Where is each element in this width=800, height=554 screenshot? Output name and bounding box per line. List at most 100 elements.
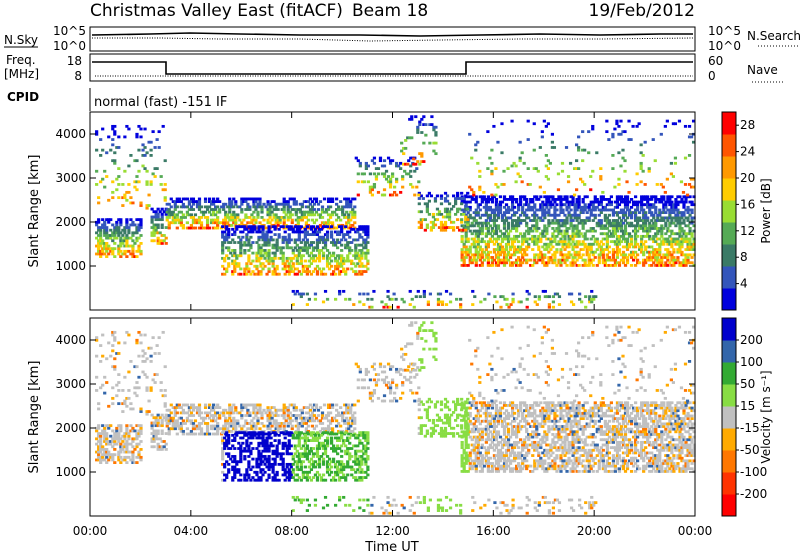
power-cell (688, 229, 692, 233)
power-cell (633, 242, 638, 246)
power-cell (451, 228, 456, 232)
velocity-cell (173, 419, 177, 423)
velocity-cell (330, 403, 335, 407)
power-cell (267, 227, 271, 231)
power-cell (577, 229, 581, 233)
velocity-cell (216, 403, 220, 407)
power-cell (539, 208, 543, 212)
power-cell (408, 136, 412, 140)
power-cell (553, 221, 557, 225)
velocity-cell (183, 422, 187, 425)
power-cell (684, 240, 688, 244)
power-cell (244, 213, 248, 217)
power-cell (678, 250, 682, 254)
power-cell (395, 177, 399, 181)
power-cell (547, 250, 551, 254)
power-cell (639, 161, 643, 165)
power-cell (599, 203, 603, 207)
power-cell (488, 224, 492, 228)
power-cell (571, 234, 575, 238)
power-cell (412, 305, 416, 309)
power-cell (239, 246, 243, 250)
power-cell (193, 221, 198, 225)
power-cell (395, 180, 399, 184)
power-cell (640, 208, 644, 212)
power-cell (418, 162, 422, 166)
power-cell (652, 227, 656, 230)
velocity-cell (97, 450, 101, 454)
velocity-cell (233, 460, 237, 464)
power-cell (330, 213, 335, 217)
power-cell (561, 256, 565, 259)
power-cell (257, 272, 261, 276)
power-cell (281, 262, 285, 266)
power-cell (506, 232, 511, 236)
power-cell (619, 164, 623, 168)
power-cell (274, 218, 278, 222)
power-cell (531, 224, 535, 228)
power-cell (300, 210, 304, 214)
power-cell (417, 226, 421, 229)
velocity-cell (139, 440, 143, 443)
velocity-cell (284, 408, 288, 412)
power-cell (115, 223, 119, 227)
velocity-cell (185, 432, 189, 436)
power-cell (266, 213, 270, 217)
power-cell (344, 243, 348, 247)
power-cell (537, 208, 541, 212)
power-cell (537, 198, 541, 201)
power-cell (484, 227, 488, 230)
power-cell (278, 218, 282, 222)
power-cell (263, 251, 267, 255)
power-cell (605, 232, 609, 236)
power-cell (575, 240, 579, 244)
power-cell (265, 254, 269, 258)
power-cell (502, 205, 507, 209)
velocity-cell (302, 419, 306, 423)
power-cell (571, 213, 575, 217)
power-cell (502, 261, 507, 265)
power-cell (668, 229, 672, 233)
power-cell (307, 246, 311, 250)
power-cell (563, 248, 567, 251)
power-cell (225, 235, 229, 239)
power-cell (258, 221, 262, 225)
power-cell (352, 303, 356, 306)
power-cell (434, 152, 438, 156)
power-cell (583, 221, 587, 225)
power-cell (317, 241, 322, 244)
power-cell (378, 156, 383, 160)
power-cell (321, 235, 326, 239)
power-cell (412, 157, 416, 161)
power-cell (319, 270, 324, 273)
power-cell (659, 132, 663, 136)
velocity-cell (135, 442, 139, 446)
power-cell (366, 233, 370, 236)
power-cell (478, 256, 482, 259)
velocity-cell (231, 478, 235, 482)
power-cell (282, 200, 286, 203)
power-cell (500, 258, 505, 262)
power-cell (470, 261, 474, 265)
power-cell (261, 233, 265, 236)
velocity-cell (191, 427, 196, 431)
power-cell (515, 234, 519, 238)
power-cell (159, 175, 163, 178)
power-cell (261, 262, 265, 266)
velocity-cell (156, 429, 160, 433)
velocity-cell (203, 416, 208, 420)
power-cell (105, 231, 109, 235)
power-cell (325, 249, 330, 252)
power-cell (631, 253, 636, 257)
power-cell (101, 242, 105, 245)
power-cell (625, 200, 630, 204)
power-cell (354, 230, 358, 234)
power-cell (364, 230, 368, 234)
power-cell (105, 244, 109, 248)
power-cell (535, 303, 539, 306)
power-cell (470, 216, 474, 220)
power-cell (654, 232, 658, 236)
velocity-cell (173, 414, 177, 417)
power-cell (484, 221, 488, 225)
power-cell (345, 205, 349, 209)
